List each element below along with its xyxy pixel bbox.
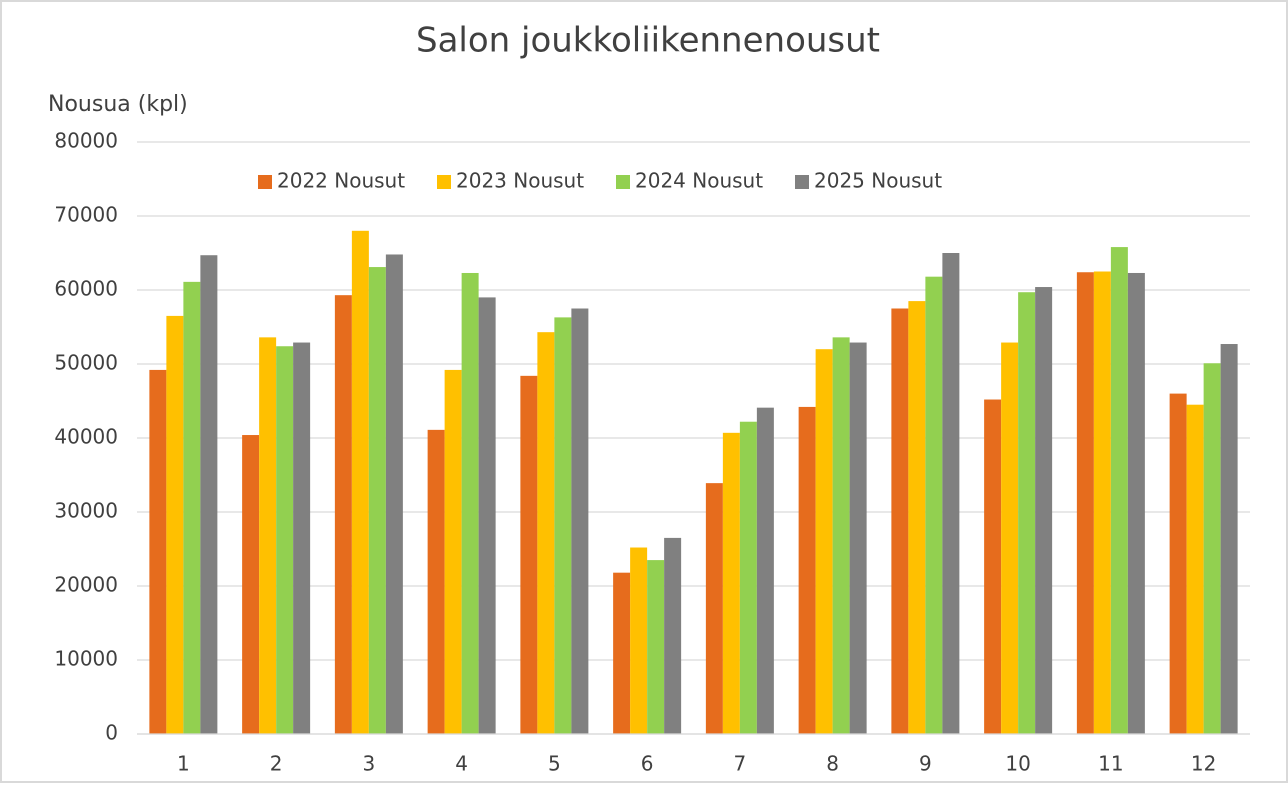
bar [849,342,867,734]
y-tick-label: 0 [105,721,118,745]
bar [1220,344,1238,734]
x-tick-label: 9 [919,752,932,776]
bar [537,332,555,734]
legend-swatch [437,175,451,189]
legend-label: 2022 Nousut [277,169,405,193]
y-tick-label: 60000 [54,277,118,301]
bar [554,317,572,734]
x-tick-label: 4 [455,752,468,776]
x-tick-label: 6 [641,752,654,776]
bar [520,375,538,734]
bar [276,346,294,734]
bar [1110,247,1128,734]
bar [630,547,648,734]
bar [984,399,1002,734]
y-tick-label: 70000 [54,203,118,227]
bar [832,337,850,734]
bar [1018,292,1036,734]
bar [183,281,201,734]
bar [925,276,943,734]
bar [815,349,833,734]
bar [427,429,445,734]
y-axis-label: Nousua (kpl) [48,92,188,117]
bar [166,315,184,734]
y-tick-label: 20000 [54,573,118,597]
bar [722,432,740,734]
x-tick-label: 2 [270,752,283,776]
bar [798,406,816,734]
bar [705,483,723,734]
bar [1127,272,1145,734]
x-tick-label: 7 [734,752,747,776]
bar [942,253,960,734]
bar [571,308,589,734]
bar [1001,342,1019,734]
bar [1169,393,1187,734]
legend-label: 2025 Nousut [814,169,942,193]
x-tick-label: 12 [1191,752,1216,776]
bar [351,230,369,735]
bar [149,369,167,734]
bar [1186,404,1204,734]
bar [461,272,479,734]
bar [478,297,496,734]
chart-title: Salon joukkoliikennenousut [416,21,880,61]
bar [739,421,757,734]
bar [908,301,926,734]
bar [647,560,665,734]
bar [613,572,631,734]
y-tick-label: 30000 [54,499,118,523]
bar [334,295,352,734]
legend-label: 2024 Nousut [635,169,763,193]
bar [259,337,277,734]
bar [1035,287,1053,734]
x-tick-label: 8 [826,752,839,776]
bar [1076,272,1094,734]
y-tick-label: 80000 [54,129,118,153]
y-tick-label: 10000 [54,647,118,671]
legend-label: 2023 Nousut [456,169,584,193]
bar [368,267,386,734]
legend-swatch [258,175,272,189]
bar [242,435,260,734]
legend-swatch [616,175,630,189]
bar [756,407,774,734]
bar [891,308,909,734]
bar [200,255,218,734]
bar [444,369,462,734]
bar [1093,271,1111,734]
x-tick-label: 3 [363,752,376,776]
y-tick-label: 50000 [54,351,118,375]
x-tick-label: 11 [1098,752,1123,776]
bar [385,254,403,735]
bar [664,537,682,734]
bar [293,342,311,734]
bar [1203,363,1221,734]
x-tick-label: 10 [1005,752,1030,776]
y-tick-label: 40000 [54,425,118,449]
legend-swatch [795,175,809,189]
x-tick-label: 1 [177,752,190,776]
x-tick-label: 5 [548,752,561,776]
